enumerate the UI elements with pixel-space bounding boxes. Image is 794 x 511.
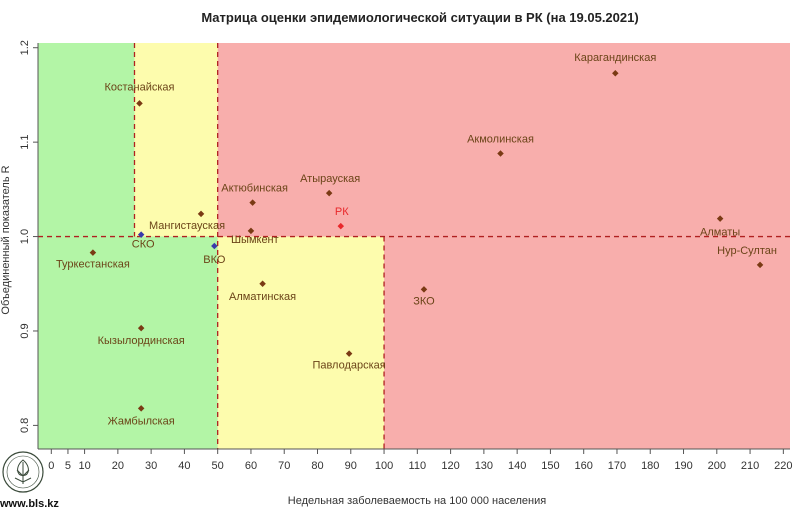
x-tick-label: 5 xyxy=(65,460,71,472)
x-tick-label: 100 xyxy=(375,460,393,472)
data-point-group: Алматы xyxy=(700,215,740,239)
x-tick-label: 70 xyxy=(278,460,290,472)
x-tick-label: 130 xyxy=(475,460,493,472)
x-tick-label: 160 xyxy=(575,460,593,472)
data-point-group: ВКО xyxy=(203,242,226,266)
data-point-label: Нур-Султан xyxy=(717,245,777,257)
thresholds-layer xyxy=(38,43,790,449)
data-point-group: Атырауская xyxy=(300,173,360,197)
data-point xyxy=(345,350,353,357)
frame-layer xyxy=(37,43,790,450)
y-tick-label: 1.2 xyxy=(19,40,31,55)
x-tick-label: 150 xyxy=(541,460,559,472)
data-point xyxy=(89,249,97,256)
data-point xyxy=(247,227,255,235)
zone-yellow-lower xyxy=(217,236,385,449)
y-tick-label: 1.0 xyxy=(19,229,31,244)
chart-title: Матрица оценки эпидемиологической ситуац… xyxy=(201,10,638,25)
x-tick-label: 180 xyxy=(641,460,659,472)
y-tick-label: 0.8 xyxy=(19,418,31,433)
x-tick-label: 20 xyxy=(112,460,124,472)
y-axis-label: Объединенный показатель R xyxy=(0,165,12,314)
data-point-group: Шымкент xyxy=(231,227,279,246)
x-tick-label: 50 xyxy=(212,460,224,472)
data-point xyxy=(756,261,764,269)
x-tick-label: 30 xyxy=(145,460,157,472)
x-tick-label: 110 xyxy=(409,460,427,472)
x-tick-label: 210 xyxy=(741,460,759,472)
data-point-label: Павлодарская xyxy=(312,360,385,372)
data-point-label: Костанайская xyxy=(104,81,174,93)
data-point-group: СКО xyxy=(132,231,155,251)
x-tick-label: 220 xyxy=(774,460,792,472)
data-point-label: Актюбинская xyxy=(221,183,288,195)
site-url: www.bls.kz xyxy=(0,498,59,510)
y-tick-label: 0.9 xyxy=(19,323,31,338)
data-point xyxy=(325,189,333,197)
x-tick-label: 60 xyxy=(245,460,257,472)
data-point xyxy=(211,242,218,250)
x-tick-label: 0 xyxy=(48,460,54,472)
x-tick-label: 40 xyxy=(178,460,190,472)
data-point-label: СКО xyxy=(132,239,155,251)
x-tick-label: 200 xyxy=(708,460,726,472)
data-point xyxy=(420,286,428,293)
data-point xyxy=(137,324,145,332)
data-point-label: Туркестанская xyxy=(56,259,130,271)
data-point-label: ВКО xyxy=(203,254,226,266)
data-point-label: Алматинская xyxy=(229,291,296,303)
zones-layer xyxy=(38,43,790,449)
logo-emblem xyxy=(2,451,44,493)
zone-yellow-upper xyxy=(134,43,218,237)
data-point-label: Акмолинская xyxy=(467,133,534,145)
data-point xyxy=(197,210,205,218)
logo xyxy=(0,448,46,500)
data-point-group: Нур-Султан xyxy=(717,245,777,269)
data-point xyxy=(249,199,256,206)
data-point-group: Алматинская xyxy=(229,280,296,303)
data-point xyxy=(497,150,504,157)
data-point-label: РК xyxy=(335,206,349,218)
data-point-group: ЗКО xyxy=(413,286,435,307)
x-tick-label: 90 xyxy=(345,460,357,472)
data-point-group: Туркестанская xyxy=(56,249,130,271)
data-point-group: РК xyxy=(335,206,349,230)
data-point-group: Костанайская xyxy=(104,81,175,107)
zone-green-upper xyxy=(38,43,135,237)
data-point xyxy=(716,215,724,222)
data-point-label: Жамбылская xyxy=(108,415,175,427)
x-tick-label: 190 xyxy=(674,460,692,472)
data-point-label: Атырауская xyxy=(300,173,360,185)
data-point-group: Мангистауская xyxy=(149,210,225,232)
data-point xyxy=(259,280,266,288)
data-point-label: Карагандинская xyxy=(574,52,656,64)
data-point-group: Акмолинская xyxy=(467,133,534,157)
data-point xyxy=(137,231,145,238)
data-point-label: Алматы xyxy=(700,227,740,239)
data-point-label: Шымкент xyxy=(231,234,279,246)
data-point-label: ЗКО xyxy=(413,295,435,307)
x-axis-label: Недельная заболеваемость на 100 000 насе… xyxy=(288,495,546,507)
ticks-layer: 0 5 10 20 30 40 50 60 70 80 90 100 110 120 130 140 150 16… xyxy=(19,40,793,472)
y-tick-label: 1.1 xyxy=(19,134,31,149)
data-point-group: Актюбинская xyxy=(221,183,288,206)
data-point-label: Мангистауская xyxy=(149,220,225,232)
data-point-label: Кызылординская xyxy=(98,335,185,347)
x-tick-label: 140 xyxy=(508,460,526,472)
data-point-group: Павлодарская xyxy=(312,350,386,372)
x-tick-label: 170 xyxy=(608,460,626,472)
x-tick-label: 10 xyxy=(78,460,90,472)
x-tick-label: 80 xyxy=(311,460,323,472)
data-point xyxy=(136,100,143,107)
zone-green-lower xyxy=(38,236,218,449)
data-point-group: Кызылординская xyxy=(98,324,185,347)
data-point xyxy=(337,222,345,230)
x-tick-label: 120 xyxy=(441,460,459,472)
